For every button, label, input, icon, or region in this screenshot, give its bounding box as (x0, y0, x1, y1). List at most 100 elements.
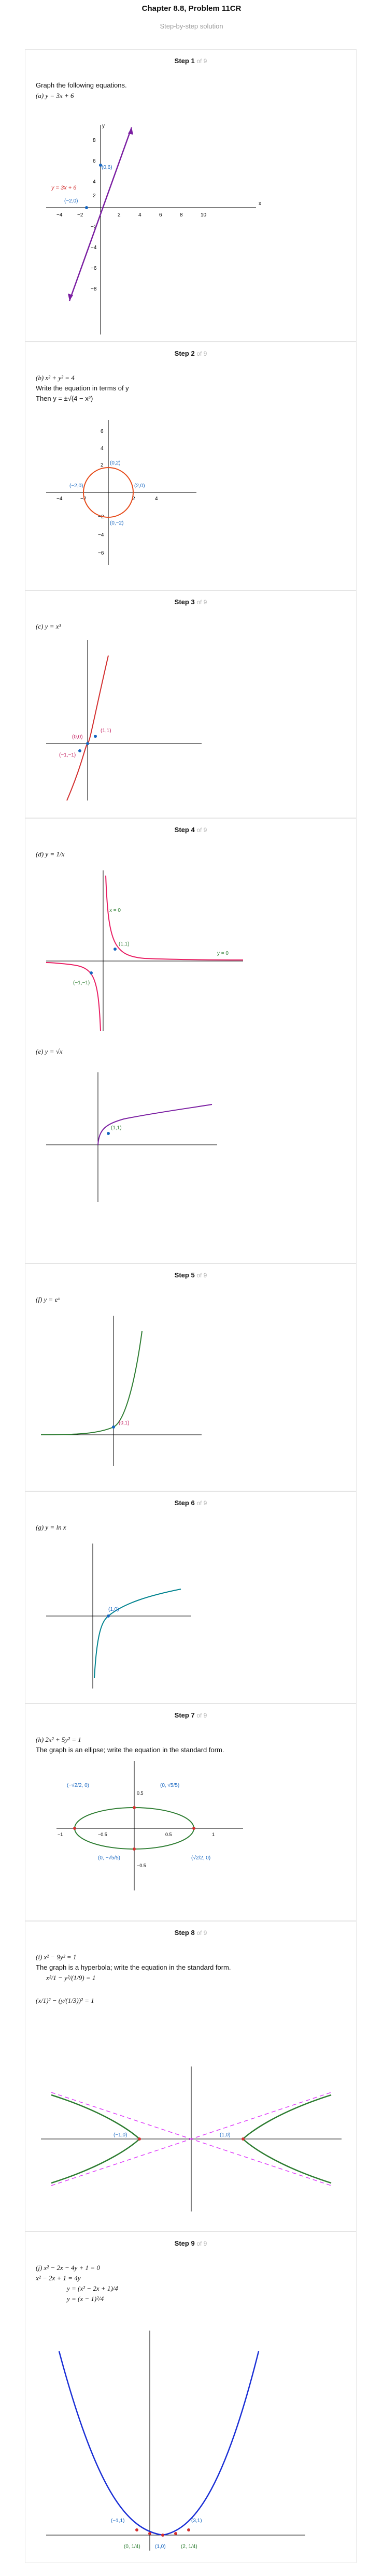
svg-text:6: 6 (101, 429, 104, 434)
asymptote-label: y = 0 (217, 951, 229, 956)
svg-text:−2: −2 (98, 514, 104, 520)
step-card-6: Step 6 of 9 (g) y = ln x (1,0) (25, 1491, 357, 1704)
step-heading: Step 4 of 9 (174, 826, 207, 834)
step-heading: Step 3 of 9 (174, 598, 207, 606)
svg-text:−2: −2 (80, 496, 87, 502)
step-card-8: Step 8 of 9 (i) x² − 9y² = 1 The graph i… (25, 1921, 357, 2232)
svg-text:4: 4 (101, 446, 104, 452)
point-label: (0, −√5/5) (98, 1855, 120, 1861)
point-label: (2, 1/4) (181, 2544, 197, 2550)
point-label: (−√2/2, 0) (67, 1782, 89, 1788)
point-label: (−1,−1) (73, 980, 90, 986)
step-equation: (j) x² − 2x − 4y + 1 = 0 (36, 2264, 100, 2272)
graph-c: (0,0) (1,1) (−1,−1) (46, 640, 202, 801)
point-label: (1,1) (119, 941, 130, 947)
graph-f: (0,1) (40, 1316, 202, 1466)
step-card-3: Step 3 of 9 (c) y = x³ (0,0) (1,1) (−1,−… (25, 590, 357, 818)
step-text: The graph is an ellipse; write the equat… (36, 1746, 224, 1754)
tick-label: 0.5 (137, 1791, 144, 1796)
step-heading: Step 1 of 9 (174, 57, 207, 65)
point-label: (0,6) (102, 165, 112, 170)
graph-i: (−1,0) (1,0) (41, 2066, 342, 2211)
point-label: (1,0) (220, 2132, 231, 2138)
step-equation: y = (x² − 2x + 1)/4 (67, 2284, 118, 2292)
point-label: (−1,−1) (59, 752, 76, 758)
svg-text:−2: −2 (91, 224, 97, 230)
tick-label: 1 (212, 1832, 215, 1837)
step-card-9: Step 9 of 9 (j) x² − 2x − 4y + 1 = 0 x² … (25, 2232, 357, 2563)
svg-text:x: x (259, 201, 261, 207)
step-text: Write the equation in terms of y (36, 384, 129, 392)
graph-h: (−√2/2, 0) (0, √5/5) (0, −√5/5) (√2/2, 0… (56, 1761, 243, 1890)
step-heading: Step 9 of 9 (174, 2239, 207, 2247)
step-equation: (x/1)² − (y/(1/3))² = 1 (36, 1997, 94, 2004)
point-label: (−1,1) (111, 2518, 124, 2524)
step-equation: (c) y = x³ (36, 622, 61, 630)
svg-text:2: 2 (132, 496, 135, 502)
tick-label: −0.5 (137, 1863, 146, 1868)
svg-text:8: 8 (93, 138, 96, 143)
page-header: Chapter 8.8, Problem 11CR Step-by-step s… (0, 0, 383, 47)
svg-text:−6: −6 (98, 550, 104, 556)
step-card-4: Step 4 of 9 (d) y = 1/x x = 0 y = 0 (1,1… (25, 818, 357, 1263)
point-label: (1,0) (108, 1607, 119, 1612)
step-heading: Step 8 of 9 (174, 1929, 207, 1937)
step-text: Then y = ±√(4 − x²) (36, 395, 93, 402)
step-heading: Step 5 of 9 (174, 1271, 207, 1279)
step-card-2: Step 2 of 9 (b) x² + y² = 4 Write the eq… (25, 342, 357, 590)
point-label: (0, 1/4) (124, 2544, 140, 2550)
step-heading: Step 7 of 9 (174, 1711, 207, 1719)
svg-text:−4: −4 (56, 496, 63, 502)
point-label: (0, √5/5) (160, 1782, 179, 1788)
svg-text:−4: −4 (91, 245, 97, 251)
point-label: (1,1) (101, 728, 111, 734)
point-label: (−2,0) (64, 198, 78, 204)
step-text: Graph the following equations. (36, 81, 127, 89)
svg-text:2: 2 (93, 193, 96, 199)
svg-text:−4: −4 (98, 532, 104, 538)
svg-text:−2: −2 (77, 212, 83, 218)
svg-text:6: 6 (159, 212, 162, 218)
svg-text:−6: −6 (91, 266, 97, 271)
point-label: (√2/2, 0) (191, 1855, 210, 1861)
step-equation: y = (x − 1)²/4 (67, 2295, 104, 2303)
svg-text:10: 10 (201, 212, 207, 218)
step-equation: (e) y = √x (36, 1047, 63, 1055)
tick-label: −1 (58, 1832, 63, 1837)
point-label: (2,0) (134, 483, 145, 489)
point-label: (0,1) (119, 1420, 130, 1426)
point-label: (−1,0) (114, 2132, 127, 2138)
graph-d: x = 0 y = 0 (1,1) (−1,−1) (46, 870, 244, 1031)
graph-b: −4 −2 2 4 6 4 2 −2 −4 −6 (0,2) (−2,0) (2,0) (0,−… (46, 420, 196, 565)
tick-label: 0.5 (165, 1832, 172, 1837)
step-equation: (g) y = ln x (36, 1523, 66, 1531)
step-equation: (f) y = eˣ (36, 1296, 60, 1303)
point-label: (0,0) (72, 734, 83, 740)
step-card-7: Step 7 of 9 (h) 2x² + 5y² = 1 The graph … (25, 1704, 357, 1921)
svg-text:8: 8 (180, 212, 183, 218)
svg-text:2: 2 (101, 462, 104, 468)
page-subtitle: Step-by-step solution (160, 22, 223, 30)
svg-text:2: 2 (118, 212, 121, 218)
step-equation: (h) 2x² + 5y² = 1 (36, 1736, 81, 1743)
equation-label: y = 3x + 6 (51, 185, 77, 191)
step-card-1: Step 1 of 9 Graph the following equation… (25, 49, 357, 342)
page-title: Chapter 8.8, Problem 11CR (141, 4, 242, 13)
step-equation: (b) x² + y² = 4 (36, 374, 75, 382)
point-label: (1,1) (111, 1125, 122, 1131)
step-heading: Step 6 of 9 (174, 1499, 207, 1507)
graph-e: (1,1) (46, 1072, 217, 1202)
step-equation: (i) x² − 9y² = 1 (36, 1953, 77, 1961)
svg-text:6: 6 (93, 158, 96, 164)
step-equation: x²/1 − y²/(1/9) = 1 (46, 1974, 96, 1982)
point-label: (1,0) (155, 2544, 166, 2550)
point-label: (−2,0) (69, 483, 83, 489)
tick-label: −0.5 (98, 1832, 107, 1837)
svg-text:4: 4 (93, 179, 96, 185)
svg-text:−4: −4 (56, 212, 63, 218)
svg-text:y: y (102, 123, 105, 129)
point-label: (0,2) (110, 460, 121, 466)
point-label: (0,−2) (110, 520, 123, 526)
step-card-5: Step 5 of 9 (f) y = eˣ (0,1) (25, 1263, 357, 1491)
